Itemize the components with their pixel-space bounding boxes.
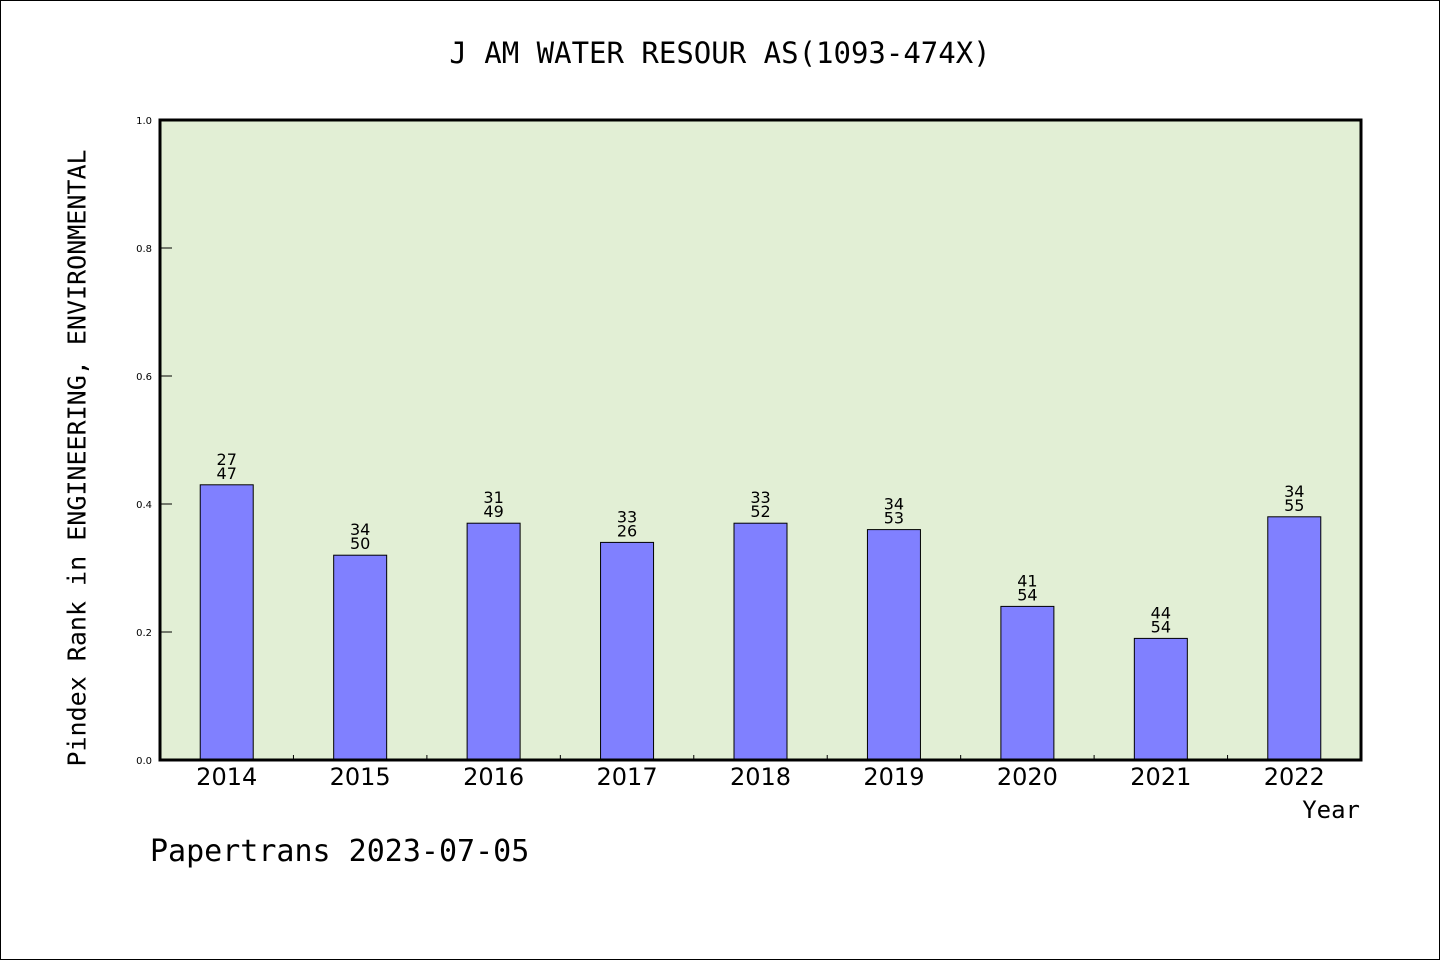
x-tick-label-2020: 2020 bbox=[997, 763, 1058, 791]
x-tick-label-2021: 2021 bbox=[1130, 763, 1191, 791]
bar-label-top-2015: 34 bbox=[350, 520, 370, 539]
bar-label-top-2014: 27 bbox=[217, 450, 237, 469]
x-tick-label-2019: 2019 bbox=[863, 763, 924, 791]
bar-label-top-2019: 34 bbox=[884, 495, 904, 514]
plot-border bbox=[158, 118, 1363, 762]
bar-label-top-2022: 34 bbox=[1284, 482, 1304, 501]
x-tick-label-2015: 2015 bbox=[330, 763, 391, 791]
y-tick-label: 0.8 bbox=[136, 244, 152, 255]
bar-2021 bbox=[1133, 637, 1188, 761]
bar-label-top-2020: 41 bbox=[1017, 571, 1037, 590]
chart-title: J AM WATER RESOUR AS(1093-474X) bbox=[449, 36, 991, 70]
bar-label-bottom-2018: 52 bbox=[750, 502, 770, 521]
y-tick-label: 0.0 bbox=[136, 756, 152, 767]
y-tick-label: 0.4 bbox=[136, 500, 152, 511]
bar-label-top-2021: 44 bbox=[1151, 603, 1171, 622]
bar-label-top-2018: 33 bbox=[750, 488, 770, 507]
bar-2018 bbox=[733, 522, 788, 761]
bar-2016 bbox=[466, 522, 521, 761]
bar-2022 bbox=[1267, 516, 1322, 761]
x-tick-label-2017: 2017 bbox=[597, 763, 658, 791]
bar-2017 bbox=[600, 541, 655, 761]
bar-2019 bbox=[866, 529, 921, 761]
bar-label-bottom-2015: 50 bbox=[350, 534, 370, 553]
footer-credit: Papertrans 2023-07-05 bbox=[150, 834, 530, 869]
bar-label-bottom-2022: 55 bbox=[1284, 496, 1304, 515]
bar-label-bottom-2016: 49 bbox=[483, 502, 503, 521]
bar-2020 bbox=[1000, 605, 1055, 761]
bar-label-bottom-2020: 54 bbox=[1017, 585, 1037, 604]
x-tick-label-2016: 2016 bbox=[463, 763, 524, 791]
y-tick-label: 1.0 bbox=[136, 116, 152, 127]
bar-label-bottom-2017: 26 bbox=[617, 521, 637, 540]
x-tick-label-2014: 2014 bbox=[196, 763, 257, 791]
bar-label-bottom-2021: 54 bbox=[1151, 617, 1171, 636]
bar-label-top-2017: 33 bbox=[617, 507, 637, 526]
bar-label-top-2016: 31 bbox=[483, 488, 503, 507]
y-tick-label: 0.2 bbox=[136, 628, 152, 639]
bar-2015 bbox=[333, 554, 388, 761]
bar-2014 bbox=[199, 484, 254, 761]
x-tick-label-2018: 2018 bbox=[730, 763, 791, 791]
x-axis-label: Year bbox=[1302, 796, 1360, 824]
bar-label-bottom-2019: 53 bbox=[884, 509, 904, 528]
y-tick-label: 0.6 bbox=[136, 372, 152, 383]
x-tick-label-2022: 2022 bbox=[1264, 763, 1325, 791]
bar-label-bottom-2014: 47 bbox=[217, 464, 237, 483]
